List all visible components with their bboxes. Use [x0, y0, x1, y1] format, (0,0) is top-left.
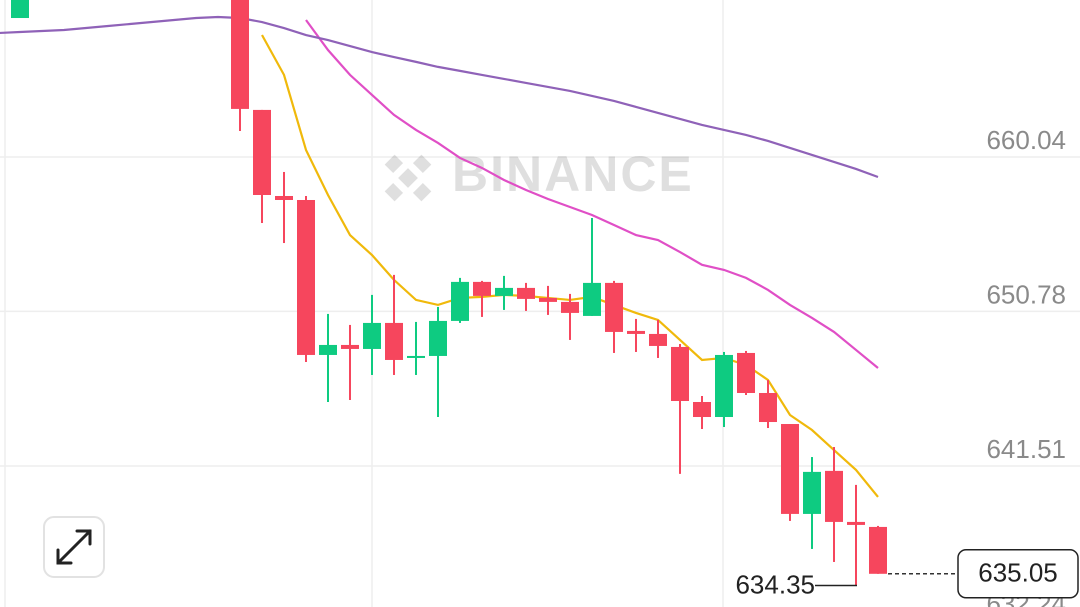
- candle-body: [627, 330, 645, 334]
- candle-body: [605, 282, 623, 332]
- moving-average-line: [305, 19, 879, 369]
- moving-averages: [0, 15, 879, 498]
- candle-body: [297, 199, 315, 355]
- candle-body: [869, 526, 887, 574]
- watermark-text: BINANCE: [452, 146, 694, 202]
- price-labels: 635.05 634.35: [735, 549, 1079, 599]
- moving-average-line: [0, 15, 879, 179]
- candle-body: [517, 287, 535, 299]
- candle-body: [429, 320, 447, 356]
- candle-body: [539, 297, 557, 302]
- candle-body: [319, 344, 337, 355]
- candle-body: [583, 282, 601, 316]
- candle-body: [473, 281, 491, 296]
- candle-body: [363, 322, 381, 349]
- candle-body: [253, 109, 271, 195]
- candle-body: [737, 352, 755, 393]
- last-price-label: 635.05: [978, 558, 1058, 588]
- candle-body: [385, 322, 403, 360]
- candle-body: [561, 301, 579, 313]
- candle-body: [649, 333, 667, 346]
- expand-icon: [56, 529, 92, 565]
- candle-body: [671, 346, 689, 401]
- candle-body: [11, 0, 29, 19]
- low-price-label: 634.35: [735, 569, 815, 599]
- candle-body: [759, 392, 777, 423]
- expand-button[interactable]: [43, 516, 105, 578]
- watermark-logo: [384, 154, 432, 202]
- candle-body: [847, 521, 865, 525]
- candle-body: [451, 281, 469, 321]
- candle-body: [693, 401, 711, 418]
- watermark: BINANCE: [384, 146, 694, 202]
- candles: [11, 0, 887, 586]
- candle-body: [803, 471, 821, 514]
- candle-body: [341, 344, 359, 349]
- candle-body: [407, 355, 425, 358]
- last-price-box: [957, 549, 1079, 599]
- y-tick-label: 641.51: [986, 434, 1066, 464]
- candle-body: [825, 470, 843, 522]
- y-tick-label: 660.04: [986, 125, 1066, 155]
- candle-body: [495, 287, 513, 296]
- candle-body: [275, 195, 293, 200]
- candle-body: [231, 0, 249, 109]
- y-tick-label: 650.78: [986, 279, 1066, 309]
- candle-body: [781, 424, 799, 514]
- candle-body: [715, 354, 733, 418]
